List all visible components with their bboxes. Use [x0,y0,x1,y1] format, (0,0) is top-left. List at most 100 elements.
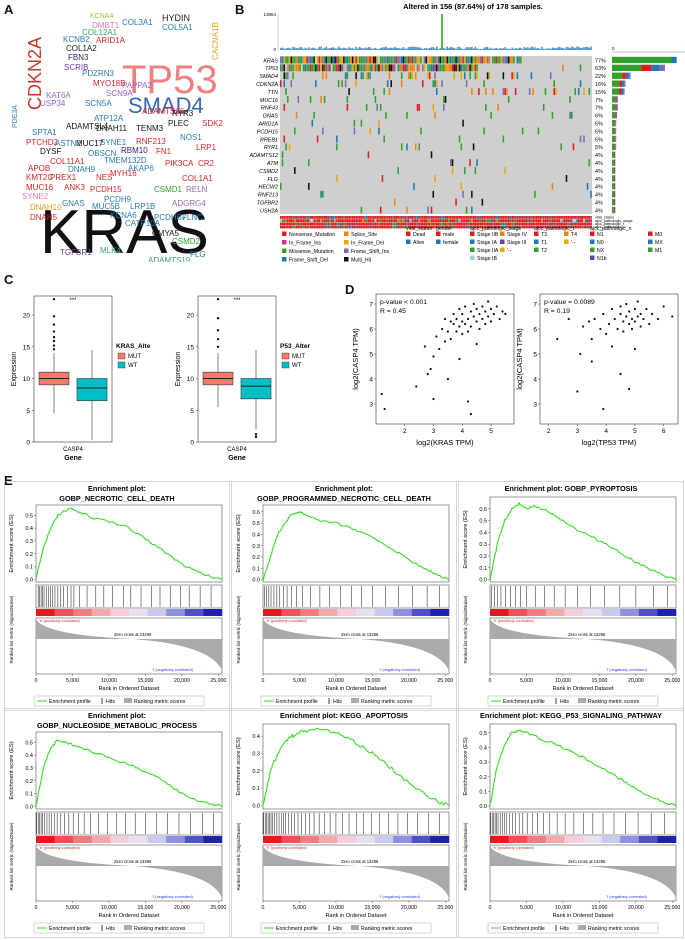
legend-t-title: ajcc_pathologic_t [534,226,575,232]
clinical-cell [371,222,373,226]
mutation-cell [337,80,340,88]
burden-bar [404,48,407,50]
rank-gradient-segment [356,836,375,843]
clinical-cell [365,225,368,229]
word-cloud-gene: ADGRG4 [172,199,206,208]
clinical-cell [434,225,436,229]
zero-cross-label: Zero cross at 13266 [568,632,606,637]
mutation-cell [393,56,396,64]
mutation-cell [436,64,438,72]
burden-bar [485,46,487,50]
clinical-cell [504,219,507,222]
burden-bar [315,48,317,50]
clinical-cell [567,216,570,219]
word-cloud-gene: DNAH11 [96,124,127,133]
clinical-cell [462,219,464,222]
es-y-tick-label: 0.4 [479,745,487,751]
scatter-point [636,315,639,318]
mutation-cell [485,103,487,111]
burden-bar [439,48,442,50]
burden-bar [385,46,387,50]
legend-swatch [436,231,441,236]
word-cloud-gene: TP53 [122,58,218,102]
clinical-cell [542,216,545,219]
clinical-cell [504,222,507,226]
burden-bar [397,47,399,50]
clinical-cell [441,219,443,222]
mutation-cell [320,64,322,72]
rank-gradient-segment [129,609,148,616]
clinical-cell [453,222,456,226]
clinical-cell [425,216,428,219]
word-cloud-gene: SCN9A [106,89,133,98]
clinical-cell [448,225,450,229]
burden-bar [583,47,585,50]
burden-bar [364,47,366,50]
mutation-cell [478,56,480,64]
positive-correlated-label: 'h' (positively correlated) [266,619,307,623]
boxplot-frame [33,295,113,443]
mutation-cell [315,64,317,72]
negative-correlated-label: 'l' (negatively correlated) [379,895,421,899]
gsea-border [4,708,230,938]
clinical-cell [381,216,384,219]
burden-bar [492,48,494,50]
rank-y-axis-label: Ranked list metric (Signal2Noise) [463,822,468,890]
burden-bar [304,47,307,50]
clinical-cell [421,216,424,219]
x-tick-label: 2 [547,428,551,435]
freq-bar-segment [614,167,616,174]
clinical-cell [402,222,405,226]
clinical-cell [548,216,550,219]
positive-correlated-label: 'h' (positively correlated) [493,619,534,623]
word-cloud-gene: FLG [190,250,206,259]
gsea-border [4,481,230,711]
freq-bar-segment [612,88,619,95]
clinical-cell [495,219,498,222]
clinical-cell [280,225,282,229]
clinical-cell [344,225,347,229]
clinical-cell [283,216,286,219]
burden-bar [504,47,506,50]
rank-gradient-segment [54,609,74,616]
clinical-cell [560,219,563,222]
clinical-cell [581,219,584,222]
burden-bar [444,48,447,50]
freq-bar-segment [622,80,625,87]
clinical-cell [495,216,498,219]
mutation-cell [316,135,319,143]
oncoprint-gene-label: USH2A [260,208,278,214]
scatter-point [590,360,593,363]
word-cloud-gene: RELN [186,185,208,194]
mutation-cell [381,56,384,64]
es-frame [489,723,677,810]
clinical-cell [376,219,379,222]
oncoprint-gene-percent: 5% [595,137,603,143]
burden-bar [341,48,343,50]
mutation-cell [388,72,391,80]
word-cloud-gene: RNF213 [136,137,166,146]
clinical-cell [334,222,336,226]
y-tick-label: 5 [26,408,30,415]
mutation-cell [306,56,308,64]
mutation-cell [450,56,452,64]
legend-label: Nonsense_Mutation [289,232,335,238]
box-wt [240,378,272,400]
mutation-cell [464,72,466,80]
oncoprint-gene-label: ATM [266,161,278,167]
mutation-cell [297,96,300,103]
mutation-cell [309,96,312,103]
burden-bar [509,48,512,50]
clinical-cell [576,219,578,222]
clinical-cell [569,222,571,226]
word-cloud-gene: PCDH9 [104,195,132,204]
clinical-cell [539,216,542,219]
burden-bar [586,46,589,50]
gsea-title: Enrichment plot: KEGG_APOPTOSIS [280,711,408,720]
metric-area-negative [586,866,676,898]
burden-bar [395,47,398,50]
mutation-cell [518,56,520,64]
mutation-cell [502,88,505,95]
mutation-cell [481,198,484,206]
legend-label: MX [655,240,663,246]
